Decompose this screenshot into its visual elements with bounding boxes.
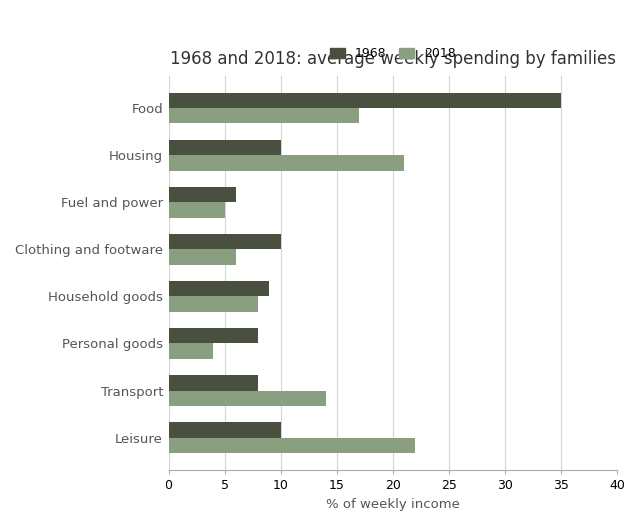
Bar: [168, 203, 225, 218]
Bar: [168, 235, 281, 249]
Bar: [168, 438, 415, 452]
X-axis label: % of weekly income: % of weekly income: [326, 498, 460, 511]
Bar: [168, 422, 281, 438]
Bar: [168, 390, 326, 406]
Bar: [168, 328, 259, 343]
Bar: [168, 140, 281, 156]
Bar: [168, 94, 561, 108]
Bar: [168, 376, 259, 390]
Bar: [168, 156, 404, 170]
Bar: [168, 187, 236, 203]
Bar: [168, 249, 236, 265]
Bar: [168, 281, 269, 297]
Bar: [168, 297, 259, 311]
Title: 1968 and 2018: average weekly spending by families: 1968 and 2018: average weekly spending b…: [170, 50, 616, 68]
Bar: [168, 108, 359, 124]
Bar: [168, 343, 213, 359]
Legend: 1968, 2018: 1968, 2018: [325, 42, 461, 65]
